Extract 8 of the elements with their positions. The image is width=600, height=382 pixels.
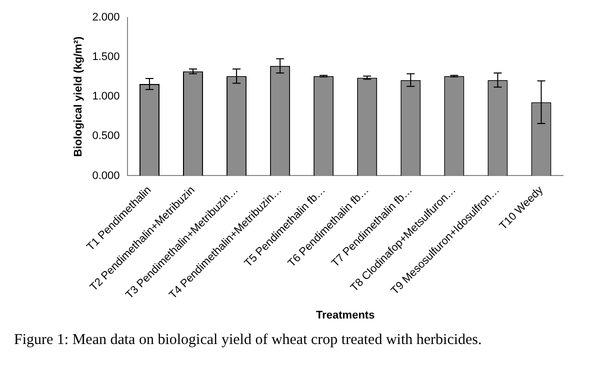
y-tick-label: 0.500 (92, 130, 120, 142)
x-axis-title: Treatments (316, 309, 375, 322)
y-tick-label: 2.000 (92, 12, 120, 24)
y-tick-label: 1.000 (92, 90, 120, 103)
y-axis-title: Biological yield (kg/m²) (72, 36, 85, 157)
caption: Figure 1: Mean data on biological yield of wheat crop treated with herbicides. (13, 331, 483, 350)
y-tick-label: 1.500 (92, 51, 120, 64)
y-tick-label: 0.000 (92, 170, 120, 182)
